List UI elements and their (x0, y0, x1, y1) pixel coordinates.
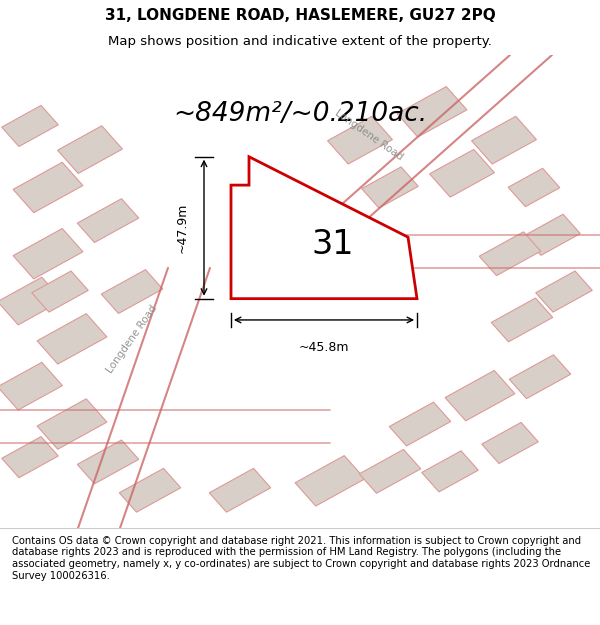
Text: Longdene Road: Longdene Road (105, 303, 159, 375)
Bar (37, 314, 107, 364)
Bar (13, 229, 83, 279)
Bar (359, 449, 421, 493)
Bar (482, 422, 538, 464)
Bar (328, 116, 392, 164)
Bar (58, 126, 122, 174)
Bar (445, 371, 515, 421)
Bar (77, 199, 139, 242)
Text: Contains OS data © Crown copyright and database right 2021. This information is : Contains OS data © Crown copyright and d… (12, 536, 590, 581)
Bar (491, 298, 553, 342)
Bar (2, 437, 58, 478)
Text: 31, LONGDENE ROAD, HASLEMERE, GU27 2PQ: 31, LONGDENE ROAD, HASLEMERE, GU27 2PQ (104, 8, 496, 23)
Text: Longdene Road: Longdene Road (333, 108, 405, 162)
Bar (524, 214, 580, 256)
Bar (509, 355, 571, 399)
Bar (0, 277, 62, 325)
Text: ~47.9m: ~47.9m (176, 202, 189, 253)
Bar (32, 271, 88, 312)
Bar (209, 468, 271, 512)
Bar (508, 168, 560, 207)
Bar (479, 232, 541, 276)
Bar (101, 269, 163, 314)
Bar (0, 362, 62, 410)
Text: ~45.8m: ~45.8m (299, 341, 349, 354)
Bar (536, 271, 592, 312)
Bar (422, 451, 478, 492)
Text: ~849m²/~0.210ac.: ~849m²/~0.210ac. (173, 101, 427, 127)
Bar (397, 87, 467, 137)
Bar (362, 167, 418, 208)
Text: 31: 31 (312, 228, 354, 261)
Bar (77, 440, 139, 484)
Bar (119, 468, 181, 512)
Bar (13, 162, 83, 212)
Bar (472, 116, 536, 164)
Bar (295, 456, 365, 506)
Bar (430, 149, 494, 197)
Polygon shape (231, 157, 417, 299)
Bar (389, 402, 451, 446)
Text: Map shows position and indicative extent of the property.: Map shows position and indicative extent… (108, 35, 492, 48)
Bar (37, 399, 107, 449)
Bar (2, 106, 58, 146)
